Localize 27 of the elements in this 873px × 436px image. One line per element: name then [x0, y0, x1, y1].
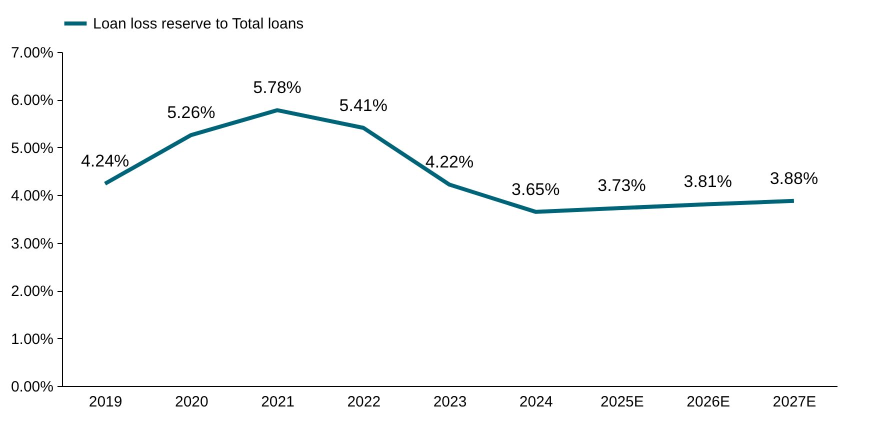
x-tick-label: 2023 — [433, 394, 467, 410]
data-label: 4.24% — [80, 152, 130, 171]
y-tick-label: 0.00% — [10, 378, 54, 396]
y-tick-label: 4.00% — [10, 188, 54, 205]
x-tick-label: 2021 — [261, 394, 294, 410]
y-tick-label: 5.00% — [10, 140, 54, 157]
y-tick-label: 1.00% — [10, 330, 54, 348]
x-tick-label: 2025E — [600, 394, 644, 410]
y-tick-label: 6.00% — [10, 92, 54, 110]
data-label: 3.65% — [512, 180, 560, 199]
x-tick-label: 2020 — [174, 394, 208, 410]
x-tick-label: 2024 — [519, 394, 553, 410]
y-tick-label: 2.00% — [10, 283, 54, 300]
y-tick-label: 7.00% — [10, 44, 54, 62]
x-tick-label: 2022 — [347, 394, 381, 410]
data-label: 4.22% — [425, 152, 474, 172]
legend-label: Loan loss reserve to Total loans — [93, 16, 304, 32]
data-label: 3.81% — [684, 172, 732, 192]
data-label: 5.26% — [167, 103, 216, 122]
data-label: 3.73% — [598, 176, 646, 196]
x-tick-label: 2019 — [88, 394, 122, 410]
data-label: 5.41% — [339, 96, 388, 115]
data-label: 5.78% — [253, 78, 302, 98]
x-tick-label: 2026E — [686, 394, 730, 410]
x-tick-label: 2027E — [772, 394, 816, 410]
data-label: 3.88% — [770, 168, 818, 188]
y-tick-label: 3.00% — [10, 235, 54, 252]
